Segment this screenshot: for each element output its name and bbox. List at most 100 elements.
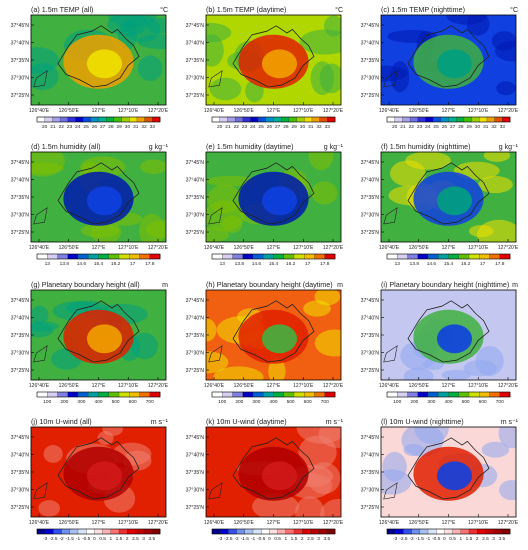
lat-tick-label: 37°30'N — [186, 213, 205, 219]
colorbar-swatch — [67, 116, 76, 123]
colorbar-swatch — [471, 116, 480, 123]
colorbar-swatch — [98, 391, 110, 398]
map-field — [31, 15, 166, 105]
colorbar-tick-label: 2.5 — [307, 536, 314, 542]
city-boundary — [57, 25, 140, 88]
colorbar-tick-label: 30 — [300, 124, 306, 130]
field-blob — [468, 224, 494, 238]
colorbar-tick-label: 14.6 — [427, 261, 437, 267]
lat-tick-label: 37°45'N — [11, 298, 30, 304]
lon-tick-label: 127°10'E — [293, 245, 314, 251]
lon-tick-label: 126°50'E — [234, 108, 255, 114]
lat-tick-label: 37°25'N — [11, 368, 30, 374]
colorbar-tick-label: 2.5 — [132, 536, 139, 542]
field-blob — [446, 15, 487, 25]
colorbar-frame — [386, 253, 511, 260]
colorbar-tick-label: 33 — [500, 124, 506, 130]
colorbar-swatch — [211, 391, 223, 398]
panel-title: (f) 1.5m humidity (nighttime) — [381, 142, 470, 151]
field-blob — [390, 61, 410, 93]
panel-j: (j) 10m U-wind (all) m s⁻¹ 37°45'N 37°40'N 3… — [11, 417, 169, 542]
field-blob — [137, 55, 163, 82]
lon-tick-label: 127°10'E — [293, 383, 314, 389]
field-blob — [38, 500, 60, 517]
lat-tick-label: 37°40'N — [186, 178, 205, 184]
colorbar-swatch — [460, 528, 470, 535]
lon-tick-label: 127°10'E — [118, 108, 139, 114]
colorbar-tick-label: 26 — [442, 124, 448, 130]
colorbar-swatch — [127, 528, 136, 535]
colorbar-tick-label: 600 — [304, 399, 312, 405]
colorbar-swatch — [232, 253, 244, 260]
lon-tick-label: 127°10'E — [468, 383, 489, 389]
anomaly-core — [86, 186, 123, 216]
lat-tick-label: 37°45'N — [11, 160, 30, 166]
colorbar-tick-label: -1.5 — [241, 536, 250, 542]
field-blob — [475, 345, 504, 377]
colorbar-tick-label: 25 — [433, 124, 439, 130]
colorbar-swatch — [324, 391, 336, 398]
map-field — [381, 427, 516, 517]
colorbar-tick-label: -0.5 — [82, 536, 91, 542]
anomaly-core — [261, 49, 298, 79]
lon-tick-label: 126°50'E — [409, 245, 430, 251]
colorbar-tick-label: 400 — [444, 399, 452, 405]
lat-tick-label: 37°35'N — [361, 333, 380, 339]
colorbar-swatch — [397, 253, 408, 260]
colorbar-swatch — [386, 528, 396, 535]
anomaly-core — [86, 461, 123, 491]
field-blob — [401, 427, 444, 457]
colorbar-swatch — [438, 253, 449, 260]
lat-tick-label: 37°35'N — [186, 470, 205, 476]
colorbar-swatch — [463, 116, 473, 123]
colorbar-frame — [386, 116, 511, 123]
lat-tick-label: 37°45'N — [186, 160, 205, 166]
panel-h: (h) Planetary boundary height (daytime) m… — [186, 280, 344, 405]
lat-tick-label: 37°30'N — [11, 488, 30, 494]
colorbar-swatch — [222, 253, 233, 260]
colorbar-swatch — [252, 391, 264, 398]
panel-title: (j) 10m U-wind (all) — [31, 417, 92, 426]
colorbar-swatch — [36, 253, 48, 260]
colorbar-frame — [211, 391, 336, 398]
colorbar-tick-label: 32 — [141, 124, 147, 130]
colorbar-swatch — [45, 528, 54, 535]
map-field — [206, 427, 341, 517]
field-blob — [206, 34, 224, 67]
colorbar-swatch — [427, 391, 439, 398]
anomaly-core — [436, 324, 473, 354]
lon-tick-label: 126°40'E — [379, 383, 400, 389]
lon-tick-label: 126°40'E — [379, 108, 400, 114]
field-blob — [295, 496, 325, 517]
colorbar-swatch — [458, 391, 470, 398]
field-blob — [31, 152, 65, 177]
colorbar-swatch — [293, 391, 305, 398]
colorbar-swatch — [419, 528, 429, 535]
colorbar-swatch — [129, 391, 140, 398]
panel-g: (g) Planetary boundary height (all) m 37°4… — [11, 280, 169, 405]
colorbar-swatch — [77, 253, 89, 260]
lon-tick-label: 127°20'E — [148, 108, 169, 114]
lat-tick-label: 37°30'N — [186, 351, 205, 357]
lon-tick-label: 126°50'E — [409, 383, 430, 389]
lon-tick-label: 126°40'E — [29, 108, 50, 114]
lat-tick-label: 37°25'N — [186, 368, 205, 374]
colorbar-swatch — [219, 116, 228, 123]
coast-line — [33, 482, 48, 500]
colorbar-swatch — [265, 116, 274, 123]
colorbar-swatch — [427, 253, 439, 260]
colorbar-swatch — [136, 116, 146, 123]
lat-tick-label: 37°35'N — [11, 58, 30, 64]
colorbar-swatch — [432, 116, 442, 123]
colorbar-tick-label: 27 — [275, 124, 281, 130]
lat-tick-label: 37°30'N — [186, 488, 205, 494]
colorbar-swatch — [296, 116, 305, 123]
colorbar-swatch — [236, 528, 246, 535]
colorbar-tick-label: -2.5 — [399, 536, 408, 542]
colorbar-swatch — [319, 116, 328, 123]
lon-tick-label: 126°40'E — [29, 520, 50, 526]
colorbar-frame — [36, 253, 161, 260]
colorbar-swatch — [444, 528, 454, 535]
colorbar-tick-label: -1 — [76, 536, 81, 542]
city-boundary — [232, 300, 315, 363]
